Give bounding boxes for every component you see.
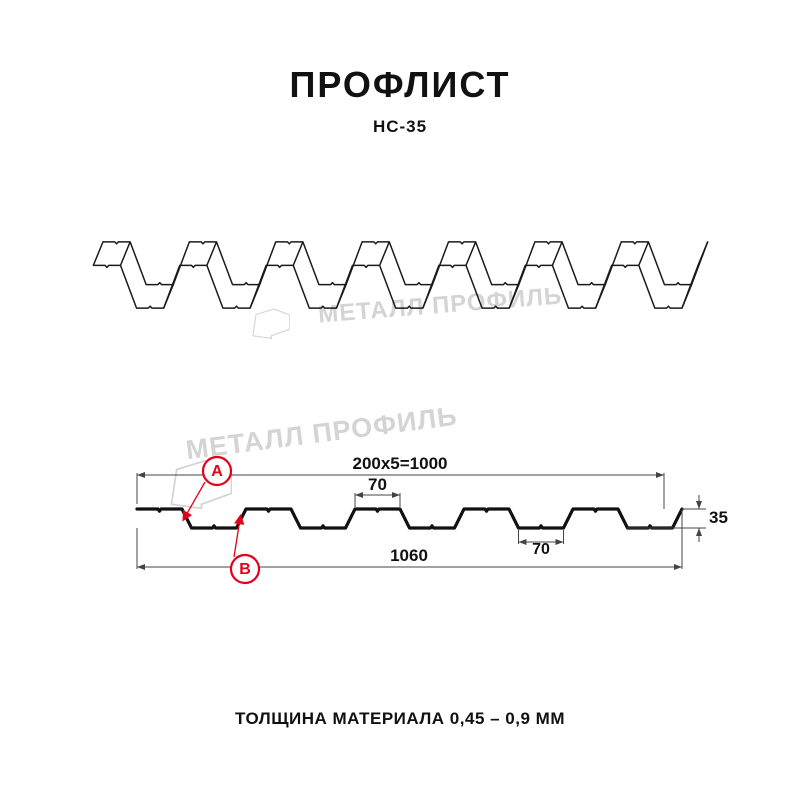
- svg-text:B: B: [239, 561, 251, 578]
- svg-text:70: 70: [368, 475, 387, 494]
- svg-text:1060: 1060: [390, 546, 428, 565]
- svg-text:A: A: [211, 463, 223, 480]
- svg-text:200x5=1000: 200x5=1000: [352, 454, 447, 473]
- svg-text:35: 35: [709, 508, 728, 527]
- svg-text:70: 70: [532, 541, 550, 558]
